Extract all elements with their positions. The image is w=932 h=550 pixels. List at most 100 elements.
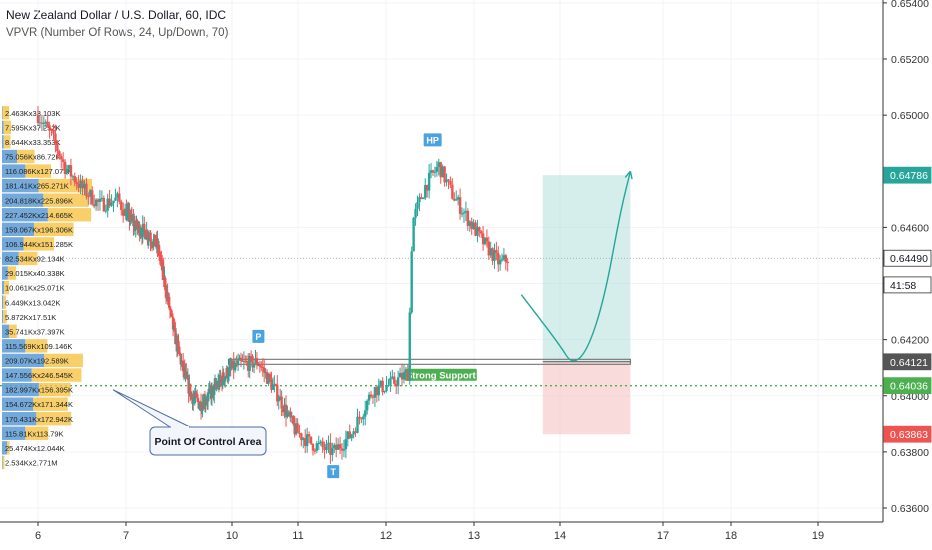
price-label-bg (883, 377, 932, 395)
candle-body (83, 183, 86, 189)
candle-body (292, 416, 295, 424)
vp-bar-down (4, 280, 10, 295)
candle-body (46, 121, 49, 127)
vp-row-label: 181.41Kx265.271K (5, 182, 69, 191)
candle-body (146, 231, 149, 239)
candle-body (48, 126, 51, 130)
candle-body (233, 363, 237, 371)
candle-body (293, 423, 296, 435)
poc-annotation: Point Of Control Area (112, 389, 267, 456)
chart-title: New Zealand Dollar / U.S. Dollar, 60, ID… (6, 8, 227, 22)
candle-body (106, 198, 109, 211)
candle-body (236, 360, 240, 366)
candle-body (406, 370, 410, 381)
candle-body (453, 198, 456, 201)
candle-body (143, 229, 147, 240)
candle-body (466, 210, 470, 226)
candle-body (58, 151, 61, 157)
candle-body (485, 237, 489, 242)
vp-row-label: 8.644Kx33.353K (5, 138, 60, 147)
candle-body (153, 234, 157, 247)
candle-body (414, 208, 417, 218)
candle-body (260, 366, 263, 368)
vp-row-label: 147.556Kx246.545K (5, 371, 73, 380)
candle-body (338, 444, 342, 449)
candle-body (327, 442, 330, 444)
vp-bar-up (2, 251, 19, 266)
time-tick-label: 10 (226, 530, 238, 542)
candle-body (238, 357, 241, 361)
candle-body (151, 245, 155, 247)
candle-body (358, 416, 361, 419)
vp-bar-down (25, 339, 48, 353)
candle-body (481, 233, 485, 245)
marker-t: T (327, 465, 340, 479)
vp-bar-down (44, 353, 83, 368)
vp-row-label: 159.067Kx196.306K (5, 225, 73, 234)
candle-body (133, 222, 137, 230)
vp-bar-down (3, 295, 6, 309)
vp-row-label: 5.872Kx17.51K (5, 313, 56, 322)
candle-body (52, 130, 55, 134)
vp-row-label: 154.672Kx171.344K (5, 400, 73, 409)
candle-body (100, 197, 104, 199)
candle-body (143, 223, 146, 230)
annotation-box (149, 426, 267, 456)
candle-body (136, 227, 140, 229)
candle-body (470, 221, 473, 229)
candle-body (462, 212, 466, 214)
candle-body (192, 398, 195, 404)
candle-body (257, 364, 260, 366)
candle-body (230, 367, 233, 369)
candle-body (177, 340, 180, 347)
candle-body (273, 384, 276, 386)
vp-bar-down (36, 412, 72, 426)
candle-body (162, 266, 165, 281)
vp-bar-down (9, 324, 17, 338)
marker-label: P (255, 332, 261, 342)
price-label-text: 0.63863 (890, 429, 928, 441)
candle-body (383, 390, 386, 393)
candle-body (190, 393, 193, 397)
candle-body (160, 259, 163, 261)
candle-body (249, 355, 253, 357)
candle-body (402, 372, 406, 380)
candles (36, 106, 509, 464)
candle-body (166, 292, 169, 300)
candle-body (362, 416, 365, 420)
candle-body (206, 393, 210, 402)
candle-body (148, 236, 151, 238)
candle-body (102, 197, 106, 212)
candle-body (319, 441, 322, 444)
candle-body (248, 355, 251, 371)
candle-body (504, 255, 508, 262)
candle-body (136, 220, 139, 229)
candle-body (126, 210, 130, 213)
candle-body (123, 208, 127, 216)
candle-body (478, 227, 481, 232)
vp-bar-down (7, 441, 10, 455)
candle-body (280, 396, 283, 409)
vp-bar-down (25, 164, 52, 178)
candle-body (77, 183, 80, 188)
candle-body (210, 387, 214, 399)
candle-body (146, 238, 150, 240)
candle-body (197, 401, 200, 409)
candle-body (474, 222, 477, 236)
candle-body (502, 255, 506, 260)
candle-body (495, 250, 498, 254)
vp-row-label: 115.569Kx109.146K (5, 342, 72, 351)
vp-row-label: 2.534Kx2.771M (5, 459, 58, 468)
vp-row-label: 7.595Kx37.252K (5, 123, 60, 132)
vp-bar-up (2, 397, 34, 411)
candle-body (108, 198, 111, 206)
candle-body (195, 392, 198, 396)
support-zone (227, 358, 631, 365)
candle-body (278, 396, 282, 401)
price-label-bg (883, 425, 932, 443)
vp-bar-up (2, 222, 35, 237)
candle-body (264, 372, 267, 374)
candle-body (244, 360, 247, 362)
candle-body (284, 404, 288, 417)
